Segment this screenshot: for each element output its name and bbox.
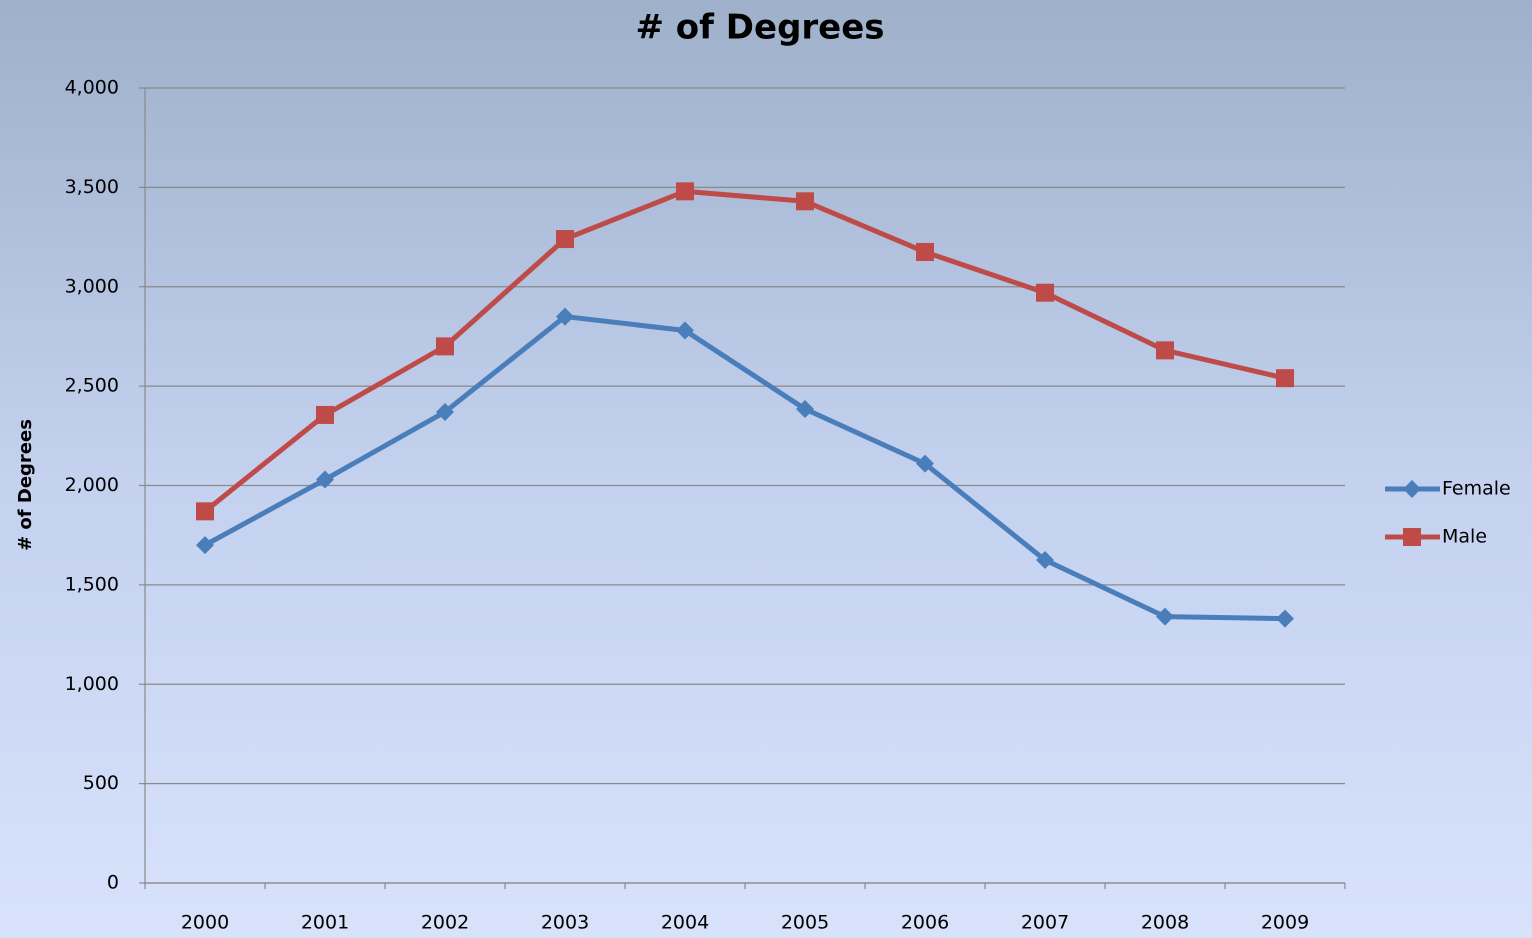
x-tick-label: 2004	[661, 912, 709, 934]
x-tick-label: 2002	[421, 912, 469, 934]
data-point	[796, 192, 814, 211]
y-tick-label: 500	[83, 772, 119, 794]
y-tick-label: 1,000	[65, 673, 119, 695]
data-point	[436, 337, 454, 356]
legend-label: Male	[1442, 526, 1487, 548]
y-tick-label: 2,000	[65, 474, 119, 496]
data-point	[556, 230, 574, 249]
series-line	[203, 188, 1286, 514]
y-axis-label: # of Degrees	[15, 419, 36, 551]
y-tick-label: 4,000	[65, 77, 119, 99]
data-point	[796, 399, 814, 418]
data-point	[1156, 607, 1174, 626]
data-point	[316, 470, 334, 489]
legend-swatch-marker	[1403, 528, 1421, 546]
data-point	[676, 321, 694, 340]
data-point	[1276, 369, 1294, 388]
data-point	[196, 502, 214, 521]
legend-swatch-marker	[1403, 480, 1421, 498]
y-tick-label: 3,000	[65, 275, 119, 297]
data-point	[556, 307, 574, 326]
series-line	[203, 314, 1286, 622]
data-point	[196, 536, 214, 555]
data-point	[676, 182, 694, 201]
y-tick-label: 3,500	[65, 176, 119, 198]
data-point	[1276, 609, 1294, 628]
data-point	[436, 402, 454, 421]
x-tick-label: 2000	[181, 912, 229, 934]
data-point	[1036, 283, 1054, 302]
y-tick-label: 1,500	[65, 573, 119, 595]
data-point	[1156, 341, 1174, 360]
x-tick-label: 2001	[301, 912, 349, 934]
x-tick-label: 2007	[1021, 912, 1069, 934]
data-point	[316, 405, 334, 424]
data-point	[916, 242, 934, 261]
x-tick-label: 2005	[781, 912, 829, 934]
legend-label: Female	[1442, 478, 1511, 500]
x-tick-label: 2008	[1141, 912, 1189, 934]
y-tick-label: 2,500	[65, 375, 119, 397]
chart-title: # of Degrees	[635, 8, 884, 48]
data-point	[1036, 551, 1054, 570]
data-point	[916, 454, 934, 473]
x-tick-label: 2003	[541, 912, 589, 934]
x-tick-label: 2006	[901, 912, 949, 934]
y-tick-label: 0	[107, 872, 119, 894]
x-tick-label: 2009	[1261, 912, 1309, 934]
